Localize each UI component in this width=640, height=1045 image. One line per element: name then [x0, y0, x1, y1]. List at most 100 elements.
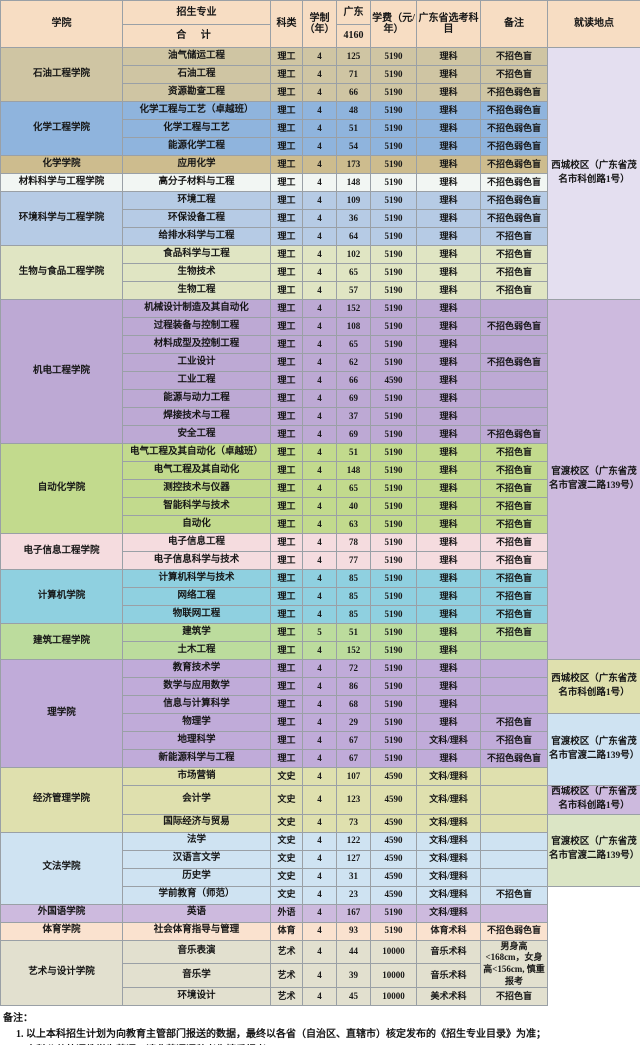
- guangdong-quota-cell: 37: [336, 407, 371, 426]
- category-cell: 理工: [270, 389, 303, 408]
- remark-cell: 不招色弱色盲: [480, 119, 548, 138]
- category-cell: 理工: [270, 461, 303, 480]
- remark-cell: 男身高<168cm，女身高<156cm, 慎重报考: [480, 939, 548, 989]
- remark-cell: [480, 903, 548, 923]
- major-name-cell: 应用化学: [122, 155, 271, 174]
- major-name-cell: 电子信息科学与技术: [122, 551, 271, 570]
- tuition-fee-cell: 10000: [370, 987, 417, 1007]
- table-row: 工业工程 理工 4 66 4590 理科: [1, 371, 640, 390]
- tuition-fee-cell: 4590: [370, 785, 417, 815]
- col-header-college: 学院: [0, 0, 123, 48]
- table-header: 学院 招生专业 科类 学制（年） 广东 学费（元/年） 广东省选考科目 备注 就…: [0, 0, 640, 48]
- guangdong-quota-cell: 67: [336, 731, 371, 750]
- college-name-cell: 建筑工程学院: [0, 623, 123, 660]
- table-row: 能源化学工程 理工 4 54 5190 理科 不招色弱色盲: [1, 137, 640, 156]
- tuition-fee-cell: 5190: [370, 749, 417, 768]
- guangdong-quota-cell: 23: [336, 885, 371, 905]
- table-row: 工业设计 理工 4 62 5190 理科 不招色弱色盲: [1, 353, 640, 372]
- col-header-years: 学制（年）: [302, 0, 337, 48]
- table-row: 生物技术 理工 4 65 5190 理科 不招色盲: [1, 263, 640, 282]
- category-cell: 理工: [270, 119, 303, 138]
- guangdong-quota-cell: 40: [336, 497, 371, 516]
- college-name-cell: 环境科学与工程学院: [0, 191, 123, 246]
- major-name-cell: 环保设备工程: [122, 209, 271, 228]
- remark-cell: [480, 831, 548, 851]
- elective-subject-cell: 理科: [416, 65, 481, 84]
- elective-subject-cell: 理科: [416, 443, 481, 462]
- remark-cell: 不招色弱色盲: [480, 173, 548, 192]
- tuition-fee-cell: 5190: [370, 353, 417, 372]
- table-row: 土木工程 理工 4 152 5190 理科: [1, 641, 640, 660]
- study-years-cell: 4: [302, 119, 337, 138]
- elective-subject-cell: 理科: [416, 209, 481, 228]
- elective-subject-cell: 理科: [416, 317, 481, 336]
- study-years-cell: 5: [302, 623, 337, 642]
- remark-cell: 不招色盲: [480, 731, 548, 750]
- study-years-cell: 4: [302, 299, 337, 318]
- study-years-cell: 4: [302, 641, 337, 660]
- guangdong-total-value: 4160: [336, 24, 371, 48]
- table-row: 建筑工程学院 建筑学 理工 5 51 5190 理科 不招色盲: [0, 623, 640, 660]
- guangdong-quota-cell: 67: [336, 749, 371, 768]
- tuition-fee-cell: 5190: [370, 569, 417, 588]
- elective-subject-cell: 文科/理科: [416, 813, 481, 833]
- footer-notes: 备注： 1. 以上本科招生计划为向教育主管部门报送的数据，最终以各省（自治区、直…: [0, 1006, 640, 1045]
- elective-subject-cell: 文科/理科: [416, 903, 481, 923]
- guangdong-quota-cell: 85: [336, 587, 371, 606]
- major-name-cell: 高分子材料与工程: [122, 173, 271, 192]
- elective-subject-cell: 理科: [416, 263, 481, 282]
- elective-subject-cell: 理科: [416, 533, 481, 552]
- elective-subject-cell: 理科: [416, 191, 481, 210]
- major-name-cell: 生物技术: [122, 263, 271, 282]
- study-years-cell: 4: [302, 209, 337, 228]
- table-row: 电气工程及其自动化 理工 4 148 5190 理科 不招色盲: [1, 461, 640, 480]
- major-name-cell: 机械设计制造及其自动化: [122, 299, 271, 318]
- elective-subject-cell: 理科: [416, 749, 481, 768]
- category-cell: 文史: [270, 831, 303, 851]
- major-name-cell: 教育技术学: [122, 659, 271, 678]
- major-name-cell: 给排水科学与工程: [122, 227, 271, 246]
- elective-subject-cell: 理科: [416, 83, 481, 102]
- tuition-fee-cell: 10000: [370, 963, 417, 989]
- major-name-cell: 资源勘查工程: [122, 83, 271, 102]
- guangdong-quota-cell: 152: [336, 299, 371, 318]
- table-row: 理学院 教育技术学 理工 4 72 5190 理科 西城校区（广东省茂名市科创路1号）: [0, 659, 640, 768]
- tuition-fee-cell: 4590: [370, 767, 417, 786]
- remark-cell: [480, 299, 548, 318]
- remark-cell: 不招色弱色盲: [480, 921, 548, 941]
- tuition-fee-cell: 5190: [370, 47, 417, 66]
- college-name-cell: 文法学院: [0, 831, 123, 905]
- guangdong-quota-cell: 51: [336, 443, 371, 462]
- remark-cell: 不招色弱色盲: [480, 353, 548, 372]
- study-location-cell: 西城校区（广东省茂名市科创路1号）: [547, 785, 640, 815]
- guangdong-quota-cell: 31: [336, 867, 371, 887]
- table-row: 材料科学与工程学院 高分子材料与工程 理工 4 148 5190 理科 不招色弱色盲: [0, 173, 640, 192]
- table-row: 测控技术与仪器 理工 4 65 5190 理科 不招色盲: [1, 479, 640, 498]
- college-name-cell: 艺术与设计学院: [0, 939, 123, 1007]
- category-cell: 理工: [270, 137, 303, 156]
- college-name-cell: 外国语学院: [0, 903, 123, 923]
- elective-subject-cell: 理科: [416, 335, 481, 354]
- col-header-fee: 学费（元/年）: [370, 0, 417, 48]
- study-years-cell: 4: [302, 155, 337, 174]
- study-years-cell: 4: [302, 443, 337, 462]
- tuition-fee-cell: 5190: [370, 713, 417, 732]
- college-name-cell: 计算机学院: [0, 569, 123, 624]
- elective-subject-cell: 理科: [416, 173, 481, 192]
- elective-subject-cell: 理科: [416, 281, 481, 300]
- tuition-fee-cell: 5190: [370, 155, 417, 174]
- major-name-cell: 网络工程: [122, 587, 271, 606]
- elective-subject-cell: 理科: [416, 497, 481, 516]
- guangdong-quota-cell: 66: [336, 83, 371, 102]
- guangdong-quota-cell: 73: [336, 813, 371, 833]
- major-name-cell: 自动化: [122, 515, 271, 534]
- col-header-guangdong: 广东: [336, 0, 371, 25]
- remark-cell: 不招色弱色盲: [480, 137, 548, 156]
- guangdong-quota-cell: 125: [336, 47, 371, 66]
- col-header-kelei: 科类: [270, 0, 303, 48]
- remark-cell: 不招色盲: [480, 569, 548, 588]
- remark-cell: [480, 371, 548, 390]
- major-name-cell: 地理科学: [122, 731, 271, 750]
- tuition-fee-cell: 4590: [370, 831, 417, 851]
